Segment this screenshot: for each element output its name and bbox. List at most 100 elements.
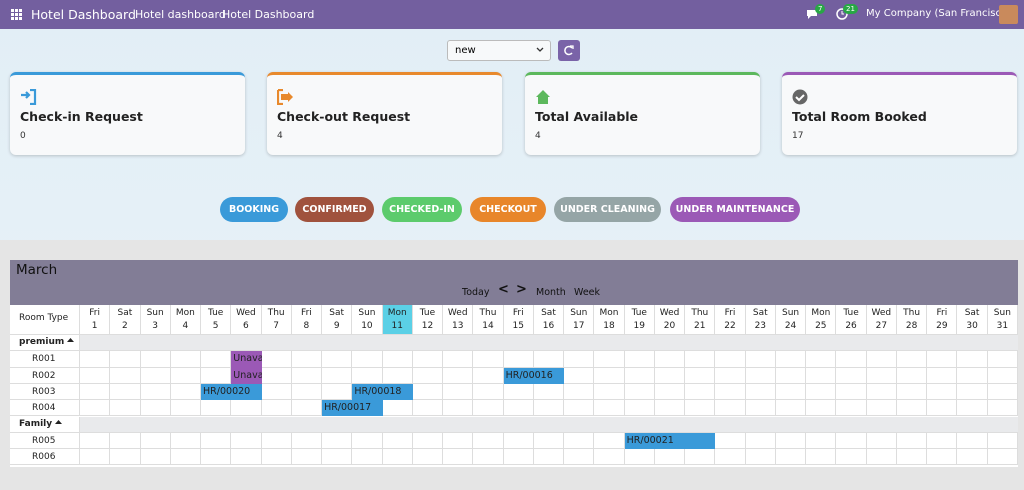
day-cell: [473, 367, 504, 384]
weekday: Sun: [781, 308, 800, 318]
status-badge[interactable]: CHECKED-IN: [382, 197, 462, 222]
header-cell: Room Type: [10, 305, 80, 335]
row-label-cell: [10, 400, 80, 417]
day-cell: [896, 367, 928, 384]
app-name[interactable]: Hotel Dashboard: [31, 7, 136, 22]
day-cell: [866, 449, 897, 466]
stat-card[interactable]: Check-in Request 0: [10, 72, 245, 155]
month-view-button[interactable]: Month: [536, 287, 566, 298]
day-number: 4: [182, 321, 189, 331]
stat-card[interactable]: Total Room Booked 17: [782, 72, 1017, 155]
day-cell: [987, 351, 1018, 368]
today-button[interactable]: Today: [462, 287, 490, 298]
day-cell: [987, 383, 1018, 401]
day-number: 10: [361, 321, 373, 331]
day-cell: [412, 335, 444, 352]
apps-icon[interactable]: [11, 9, 22, 20]
group-label[interactable]: Family: [19, 419, 63, 429]
day-number: 16: [542, 321, 555, 331]
booking[interactable]: HR/00018: [352, 383, 413, 401]
day-cell: [443, 383, 474, 401]
card-icon: [536, 90, 550, 104]
day-header: Fri 29: [927, 305, 958, 335]
day-header: Mon 11: [382, 305, 413, 335]
day-cell: [261, 432, 292, 450]
activities-icon[interactable]: [836, 8, 848, 20]
day-cell: [322, 432, 353, 450]
weekday: Sun: [146, 308, 164, 318]
day-cell: [80, 449, 111, 466]
day-header: Wed 13: [443, 305, 474, 335]
day-cell: [443, 432, 474, 450]
day-cell: [412, 400, 444, 417]
day-cell: [443, 400, 474, 417]
day-cell: [382, 335, 413, 352]
booking[interactable]: HR/00020: [201, 383, 262, 401]
day-cell: [685, 335, 716, 352]
weekday: Wed: [447, 308, 468, 318]
day-cell: [140, 449, 171, 466]
week-view-button[interactable]: Week: [574, 287, 601, 298]
day-cell: [473, 432, 504, 450]
prev-button[interactable]: <: [498, 282, 509, 297]
day-header: Thu 7: [261, 305, 292, 335]
day-header: Tue 5: [201, 305, 232, 335]
booking[interactable]: HR/00021: [624, 432, 716, 450]
menu-item[interactable]: Hotel dashboard: [135, 8, 226, 21]
messages-icon[interactable]: [806, 8, 819, 20]
booking[interactable]: Unavail: [231, 367, 262, 384]
day-cell: [110, 383, 141, 401]
day-cell: [927, 383, 958, 401]
status-badge[interactable]: BOOKING: [220, 197, 288, 222]
collapse-caret[interactable]: [67, 337, 75, 342]
day-cell: [987, 367, 1018, 384]
day-cell: [533, 416, 565, 433]
menu-item[interactable]: Hotel Dashboard: [222, 8, 315, 21]
day-number: 23: [754, 321, 767, 331]
day-cell: [473, 383, 504, 401]
day-cell: [140, 416, 171, 433]
next-button[interactable]: >: [516, 282, 527, 297]
status-badge[interactable]: UNDER MAINTENANCE: [670, 197, 800, 222]
weekday: Fri: [936, 308, 948, 318]
group-label[interactable]: premium: [19, 337, 75, 347]
day-cell: [231, 432, 262, 450]
day-cell: [352, 335, 383, 352]
refresh-button[interactable]: [558, 40, 580, 61]
day-header: Sat 2: [110, 305, 141, 335]
status-badge[interactable]: CONFIRMED: [295, 197, 374, 222]
booking[interactable]: Unavail: [231, 351, 262, 368]
day-cell: [503, 383, 534, 401]
card-title: Total Available: [535, 109, 639, 124]
day-cell: [957, 335, 988, 352]
status-badge[interactable]: CHECKOUT: [470, 197, 546, 222]
day-cell: [896, 432, 928, 450]
day-cell: [987, 432, 1018, 450]
day-cell: [140, 432, 171, 450]
stat-card[interactable]: Total Available 4: [525, 72, 760, 155]
status-badge[interactable]: UNDER CLEANING: [554, 197, 661, 222]
day-number: 1: [91, 321, 98, 331]
filter-select[interactable]: new: [447, 40, 551, 61]
day-cell: [836, 383, 867, 401]
booking[interactable]: HR/00016: [503, 367, 565, 384]
day-cell: [866, 400, 897, 417]
stat-card[interactable]: Check-out Request 4: [267, 72, 502, 155]
day-cell: [594, 367, 625, 384]
day-number: 29: [936, 321, 948, 331]
day-cell: [291, 335, 323, 352]
day-cell: [896, 335, 928, 352]
booking[interactable]: HR/00017: [322, 400, 383, 417]
day-cell: [957, 383, 988, 401]
avatar[interactable]: [999, 5, 1018, 24]
day-cell: [594, 432, 625, 450]
day-cell: [866, 432, 897, 450]
company-name[interactable]: My Company (San Francisco): [866, 8, 1011, 19]
day-cell: [927, 432, 958, 450]
collapse-caret[interactable]: [55, 419, 63, 424]
day-cell: [836, 432, 867, 450]
day-cell: [201, 416, 232, 433]
weekday: Sat: [117, 308, 133, 318]
day-number: 19: [633, 321, 645, 331]
day-number: 22: [724, 321, 736, 331]
